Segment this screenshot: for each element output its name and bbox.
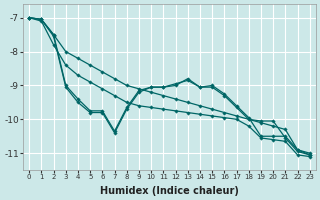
X-axis label: Humidex (Indice chaleur): Humidex (Indice chaleur): [100, 186, 239, 196]
